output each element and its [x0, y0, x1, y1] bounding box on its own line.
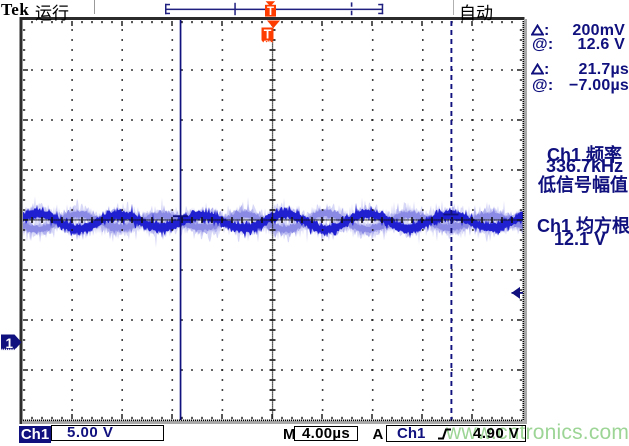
svg-text:T: T	[264, 28, 272, 42]
svg-text:T: T	[267, 6, 274, 18]
svg-text:1: 1	[5, 336, 13, 351]
